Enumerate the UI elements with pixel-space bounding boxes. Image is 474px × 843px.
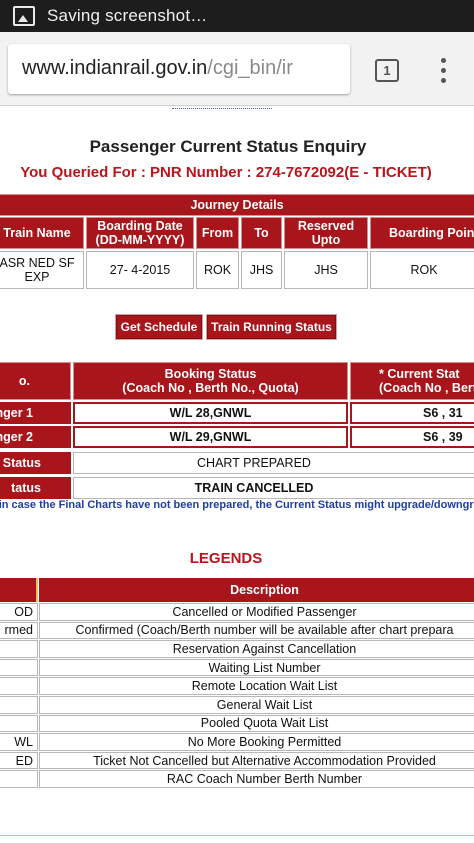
legend-code-6 bbox=[0, 714, 38, 733]
legend-description-0: Cancelled or Modified Passenger bbox=[39, 603, 474, 621]
chart-status-value: CHART PREPARED bbox=[73, 452, 474, 474]
url-text[interactable]: www.indianrail.gov.in/cgi_bin/ir bbox=[22, 57, 293, 80]
pnr-query-line: You Queried For : PNR Number : 274-76720… bbox=[20, 164, 432, 181]
tab-switcher-button[interactable]: 1 bbox=[375, 59, 399, 82]
train-status-value: TRAIN CANCELLED bbox=[73, 477, 474, 499]
screenshot-icon bbox=[13, 6, 35, 26]
legend-code-3 bbox=[0, 658, 38, 677]
passenger-1-label: nger 1 bbox=[0, 402, 71, 424]
legend-code-9 bbox=[0, 770, 38, 788]
legend-code-1: rmed bbox=[0, 621, 38, 640]
passenger-1-booking-status: W/L 28,GNWL bbox=[73, 402, 348, 424]
legend-description-2: Reservation Against Cancellation bbox=[39, 640, 474, 658]
journey-train-name: ASR NED SF EXP bbox=[0, 251, 84, 289]
get-schedule-button[interactable]: Get Schedule bbox=[116, 315, 202, 339]
overflow-menu-icon[interactable] bbox=[436, 56, 450, 86]
journey-header-from: From bbox=[196, 217, 239, 249]
booking-header-serial: o. bbox=[0, 362, 71, 400]
booking-header-booking-status: Booking Status (Coach No , Berth No., Qu… bbox=[73, 362, 348, 400]
train-running-status-button[interactable]: Train Running Status bbox=[207, 315, 336, 339]
passenger-1-current-status: S6 , 31 bbox=[350, 402, 474, 424]
address-bar[interactable]: www.indianrail.gov.in/cgi_bin/ir bbox=[8, 44, 350, 94]
page-title: Passenger Current Status Enquiry bbox=[89, 137, 367, 156]
legend-description-4: Remote Location Wait List bbox=[39, 677, 474, 695]
journey-header-train-name: Train Name bbox=[0, 217, 84, 249]
page-content: Passenger Current Status Enquiry You Que… bbox=[0, 106, 474, 843]
legend-code-2 bbox=[0, 640, 38, 658]
journey-header-reserved-upto: Reserved Upto bbox=[284, 217, 368, 249]
legend-code-7: WL bbox=[0, 733, 38, 751]
journey-to: JHS bbox=[241, 251, 282, 289]
journey-boarding-point: ROK bbox=[370, 251, 474, 289]
legend-header-description: Description bbox=[39, 578, 474, 602]
journey-from: ROK bbox=[196, 251, 239, 289]
journey-header-boarding-date: Boarding Date (DD-MM-YYYY) bbox=[86, 217, 194, 249]
legend-header-code bbox=[0, 578, 38, 602]
passenger-2-label: nger 2 bbox=[0, 426, 71, 448]
top-link-fragment[interactable] bbox=[172, 106, 272, 109]
status-text: Saving screenshot… bbox=[47, 6, 208, 25]
booking-header-current-status: * Current Stat (Coach No , Berth bbox=[350, 362, 474, 400]
legend-description-5: General Wait List bbox=[39, 696, 474, 714]
journey-details-caption: Journey Details bbox=[0, 194, 474, 216]
legend-code-8: ED bbox=[0, 751, 38, 770]
passenger-2-current-status: S6 , 39 bbox=[350, 426, 474, 448]
legends-title: LEGENDS bbox=[189, 550, 263, 567]
legend-description-7: No More Booking Permitted bbox=[39, 733, 474, 751]
chart-note: t in case the Final Charts have not been… bbox=[0, 499, 474, 511]
browser-toolbar: www.indianrail.gov.in/cgi_bin/ir 1 bbox=[0, 32, 474, 106]
journey-header-boarding-point: Boarding Point bbox=[370, 217, 474, 249]
journey-reserved-upto: JHS bbox=[284, 251, 368, 289]
legend-description-8: Ticket Not Cancelled but Alternative Acc… bbox=[39, 751, 474, 770]
legend-code-4 bbox=[0, 677, 38, 695]
legend-code-5 bbox=[0, 696, 38, 714]
url-host: www.indianrail.gov.in bbox=[22, 57, 208, 79]
journey-header-to: To bbox=[241, 217, 282, 249]
journey-boarding-date: 27- 4-2015 bbox=[86, 251, 194, 289]
chart-status-label: Status bbox=[0, 452, 71, 474]
passenger-2-booking-status: W/L 29,GNWL bbox=[73, 426, 348, 448]
url-path: /cgi_bin/ir bbox=[207, 57, 293, 79]
legend-description-6: Pooled Quota Wait List bbox=[39, 714, 474, 733]
train-status-label: tatus bbox=[0, 477, 71, 499]
legend-description-9: RAC Coach Number Berth Number bbox=[39, 770, 474, 788]
legend-description-1: Confirmed (Coach/Berth number will be av… bbox=[39, 621, 474, 640]
page-divider bbox=[0, 835, 474, 836]
android-status-bar: Saving screenshot… bbox=[0, 0, 474, 32]
legend-description-3: Waiting List Number bbox=[39, 658, 474, 677]
legend-code-0: OD bbox=[0, 603, 38, 621]
